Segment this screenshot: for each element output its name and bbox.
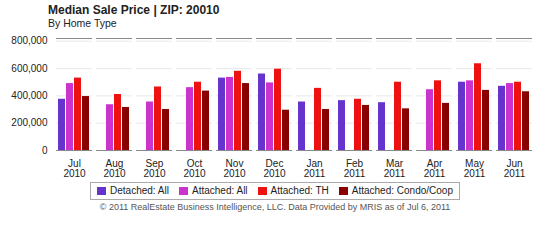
html-text:By Home Type: By Home Type bbox=[48, 17, 117, 29]
svg-text:Jan2011: Jan2011 bbox=[304, 158, 326, 179]
html-text:Attached: Condo/Coop: Attached: Condo/Coop bbox=[351, 185, 453, 196]
svg-text:Apr2011: Apr2011 bbox=[424, 158, 446, 179]
svg-text:Jun2011: Jun2011 bbox=[504, 158, 526, 179]
svg-text:Jul2010: Jul2010 bbox=[63, 158, 86, 179]
svg-text:Feb2011: Feb2011 bbox=[344, 158, 366, 179]
svg-text:Aug2010: Aug2010 bbox=[103, 158, 126, 179]
html-text:Detached: All: Detached: All bbox=[110, 185, 169, 196]
svg-text:600,000: 600,000 bbox=[11, 63, 48, 74]
svg-text:400,000: 400,000 bbox=[11, 90, 48, 101]
html-text:Median Sale Price | ZIP: 20010: Median Sale Price | ZIP: 20010 bbox=[48, 3, 220, 17]
html-text:© 2011 RealEstate Business Int: © 2011 RealEstate Business Intelligence,… bbox=[99, 202, 451, 212]
svg-text:200,000: 200,000 bbox=[11, 117, 48, 128]
html-text:Attached: All: Attached: All bbox=[192, 185, 248, 196]
svg-text:Nov2010: Nov2010 bbox=[223, 158, 246, 179]
svg-text:Dec2010: Dec2010 bbox=[263, 158, 286, 179]
svg-text:May2011: May2011 bbox=[464, 158, 486, 179]
svg-text:Oct2010: Oct2010 bbox=[183, 158, 206, 179]
svg-text:Mar2011: Mar2011 bbox=[384, 158, 406, 179]
svg-text:800,000: 800,000 bbox=[11, 35, 48, 46]
svg-text:0: 0 bbox=[42, 145, 48, 156]
html-text:Attached: TH: Attached: TH bbox=[270, 185, 329, 196]
svg-text:Sep2010: Sep2010 bbox=[143, 158, 166, 179]
